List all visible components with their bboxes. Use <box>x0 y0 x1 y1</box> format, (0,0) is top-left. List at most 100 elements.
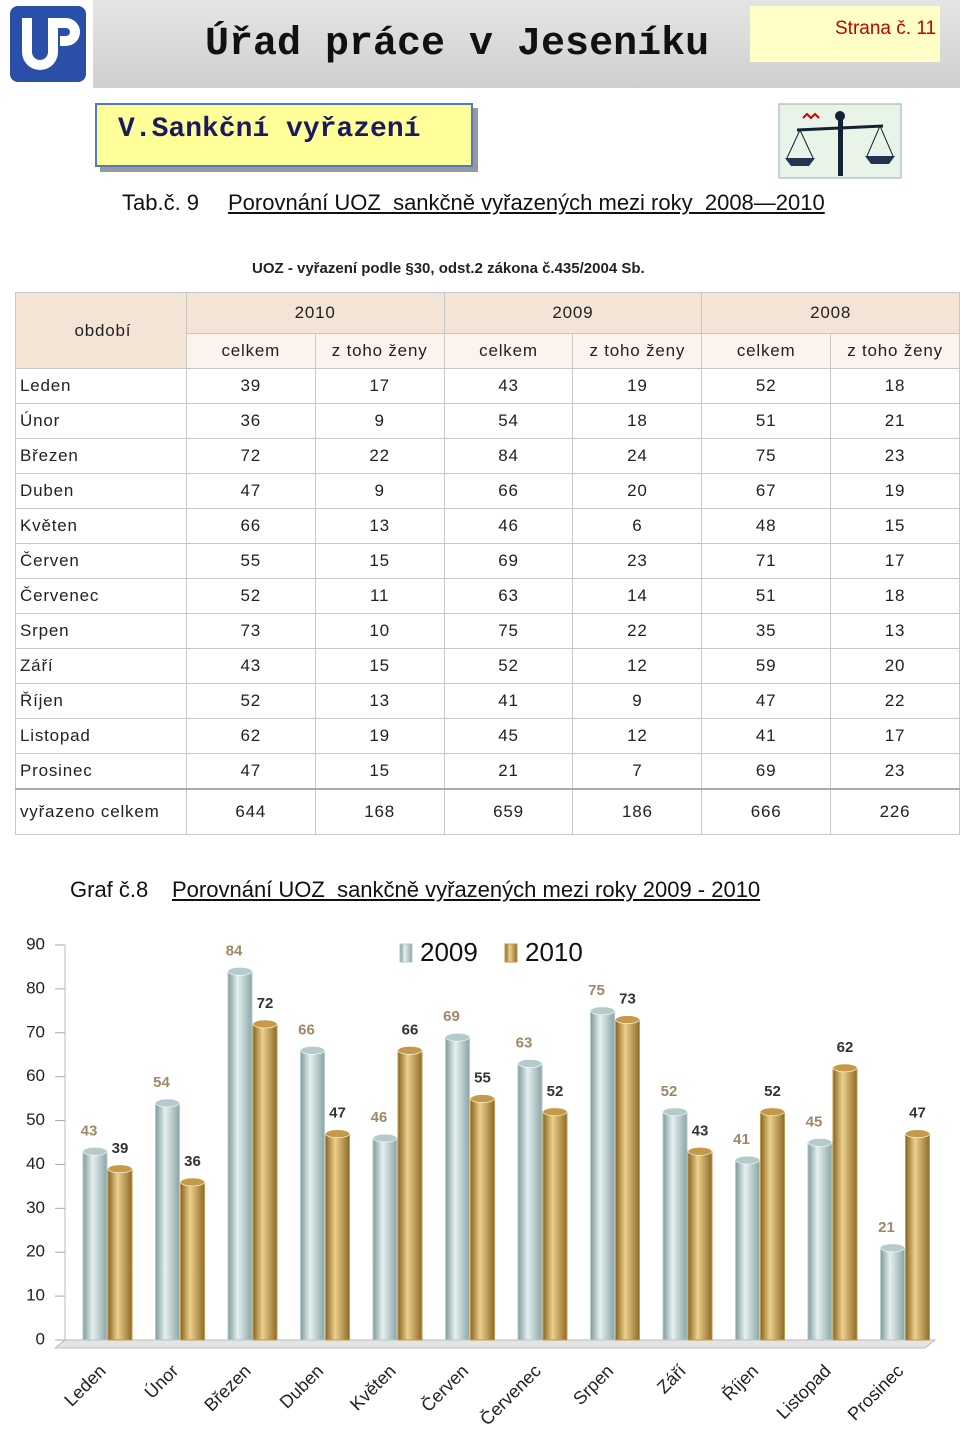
bar <box>325 1133 350 1341</box>
bar <box>227 970 253 1341</box>
cell: 22 <box>572 613 703 649</box>
cell: 10 <box>314 613 445 649</box>
floor <box>53 1339 937 1349</box>
bar <box>397 1049 423 1341</box>
cell: 20 <box>830 648 960 684</box>
year-header: 2008 <box>701 292 960 334</box>
cell: 18 <box>572 403 703 439</box>
bar-cap <box>615 1015 640 1024</box>
cell: 51 <box>701 578 832 614</box>
legend-swatch <box>504 943 518 963</box>
table-row: Únor 36 9 54 18 51 21 <box>15 403 960 439</box>
cell: 75 <box>443 613 574 649</box>
cell: 21 <box>443 753 574 790</box>
bar-cap <box>905 1129 930 1139</box>
bar <box>760 1111 785 1341</box>
y-tick-label: 10 <box>26 1286 45 1305</box>
cell: 63 <box>443 578 574 614</box>
cell: 9 <box>314 403 445 439</box>
table-row: Září 43 15 52 12 59 20 <box>15 648 960 684</box>
bar <box>300 1049 325 1341</box>
value-label: 52 <box>547 1083 564 1100</box>
cell: 75 <box>701 438 832 474</box>
table-row: Leden 39 17 43 19 52 18 <box>15 368 960 404</box>
value-label: 47 <box>329 1105 346 1122</box>
x-tick-label: Srpen <box>569 1361 617 1409</box>
x-tick-label: Květen <box>346 1361 400 1415</box>
cell: 15 <box>314 543 445 579</box>
legend-label: 2010 <box>525 937 583 967</box>
cell: 47 <box>185 473 316 509</box>
bar <box>470 1098 495 1341</box>
bar <box>590 1010 615 1341</box>
cell: 41 <box>701 718 832 754</box>
cell: 23 <box>830 438 960 474</box>
subheader: z toho ženy <box>572 333 703 369</box>
value-label: 66 <box>298 1021 315 1038</box>
table-row: Červen 55 15 69 23 71 17 <box>15 543 960 579</box>
bar <box>880 1247 905 1341</box>
value-label: 52 <box>661 1083 678 1100</box>
subheader: celkem <box>701 333 832 369</box>
value-label: 47 <box>909 1105 926 1122</box>
value-label: 62 <box>837 1039 854 1056</box>
cell: 52 <box>185 578 316 614</box>
x-tick-label: Leden <box>60 1361 110 1411</box>
bar-cap <box>662 1107 688 1117</box>
cell: 23 <box>830 753 960 790</box>
page-number: Strana č. 11 <box>835 18 937 39</box>
bar <box>735 1159 760 1341</box>
bar-cap <box>445 1032 470 1042</box>
y-tick-label: 50 <box>26 1110 45 1129</box>
row-label: Leden <box>15 368 187 404</box>
value-label: 43 <box>692 1122 709 1139</box>
row-label: Srpen <box>15 613 187 649</box>
subheader: celkem <box>185 333 316 369</box>
page-box <box>750 6 940 62</box>
header-row: období 2010 2009 2008 <box>15 292 960 369</box>
cell: 659 <box>443 788 574 835</box>
bar <box>615 1019 640 1341</box>
cell: 15 <box>314 753 445 790</box>
row-label: Únor <box>15 403 187 439</box>
bar-cap <box>470 1094 495 1103</box>
subheader: z toho ženy <box>314 333 445 369</box>
cell: 52 <box>701 368 832 404</box>
row-label: Květen <box>15 508 187 544</box>
y-tick-label: 0 <box>36 1329 45 1348</box>
bar <box>155 1102 180 1341</box>
x-tick-label: Červenec <box>475 1360 544 1429</box>
row-label: Listopad <box>15 718 187 754</box>
cell: 55 <box>185 543 316 579</box>
value-label: 84 <box>226 942 243 959</box>
bar-cap <box>590 1006 615 1016</box>
x-tick-label: Červen <box>416 1360 472 1416</box>
value-label: 39 <box>112 1140 129 1157</box>
cell: 73 <box>185 613 316 649</box>
cell: 22 <box>830 683 960 719</box>
section-title: V.Sankční vyřazení <box>118 114 421 145</box>
row-label: Říjen <box>15 683 187 719</box>
cell: 43 <box>185 648 316 684</box>
cell: 168 <box>314 788 445 835</box>
y-tick-label: 80 <box>26 978 45 997</box>
table-row: Květen 66 13 46 6 48 15 <box>15 508 960 544</box>
value-label: 36 <box>184 1153 201 1170</box>
cell: 52 <box>443 648 574 684</box>
bar <box>542 1111 568 1341</box>
value-label: 52 <box>764 1083 781 1100</box>
x-tick-label: Únor <box>140 1360 182 1402</box>
x-tick-label: Březen <box>200 1361 254 1415</box>
y-tick-label: 40 <box>26 1154 45 1173</box>
value-label: 41 <box>733 1131 750 1148</box>
cell: 51 <box>701 403 832 439</box>
row-label: Duben <box>15 473 187 509</box>
bar-cap <box>735 1155 760 1165</box>
row-label: Březen <box>15 438 187 474</box>
cell: 9 <box>572 683 703 719</box>
cell: 9 <box>314 473 445 509</box>
bar <box>662 1111 688 1341</box>
cell: 52 <box>185 683 316 719</box>
bar-cap <box>300 1046 325 1055</box>
